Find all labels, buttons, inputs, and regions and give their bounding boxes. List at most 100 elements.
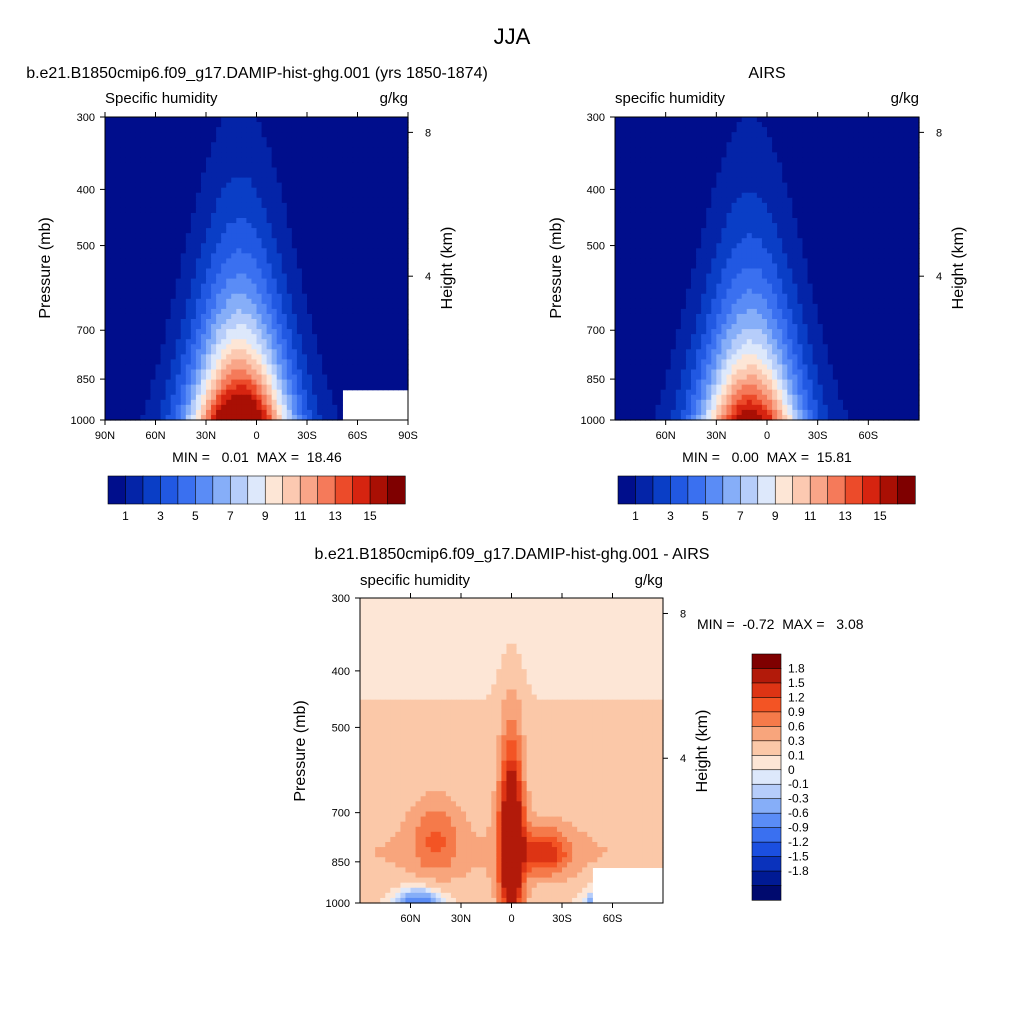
- field-cell: [670, 117, 677, 123]
- field-cell: [908, 152, 915, 158]
- field-cell: [231, 162, 237, 169]
- field-cell: [680, 157, 687, 164]
- field-cell: [347, 268, 354, 275]
- field-cell: [898, 223, 905, 229]
- field-cell: [670, 202, 677, 209]
- field-cell: [120, 354, 126, 360]
- field-cell: [246, 303, 253, 310]
- field-cell: [878, 192, 885, 199]
- field-cell: [625, 202, 631, 209]
- field-cell: [206, 288, 212, 295]
- field-cell: [387, 147, 394, 153]
- field-cell: [761, 212, 768, 219]
- field-cell: [660, 137, 667, 143]
- field-cell: [635, 197, 641, 204]
- field-cell: [716, 117, 722, 123]
- field-cell: [206, 218, 212, 224]
- field-cell: [185, 404, 192, 411]
- field-cell: [120, 273, 126, 280]
- field-cell: [392, 137, 399, 143]
- field-cell: [337, 308, 343, 315]
- field-cell: [155, 399, 162, 406]
- field-cell: [342, 324, 348, 330]
- field-cell: [246, 202, 253, 209]
- field-cell: [387, 202, 394, 209]
- field-cell: [256, 167, 263, 174]
- field-cell: [655, 207, 662, 214]
- field-cell: [105, 293, 111, 300]
- field-cell: [367, 117, 374, 123]
- field-cell: [660, 182, 667, 189]
- field-cell: [276, 253, 283, 259]
- field-cell: [782, 228, 788, 234]
- field-cell: [367, 177, 374, 184]
- field-cell: [716, 187, 722, 194]
- field-cell: [216, 364, 222, 371]
- field-cell: [241, 288, 247, 295]
- field-cell: [357, 182, 364, 189]
- field-cell: [236, 374, 242, 381]
- field-cell: [170, 258, 177, 265]
- field-cell: [241, 268, 247, 275]
- field-cell: [296, 233, 303, 239]
- field-cell: [792, 228, 798, 234]
- field-cell: [175, 223, 182, 229]
- field-cell: [165, 364, 172, 371]
- field-cell: [387, 192, 394, 199]
- field-cell: [332, 349, 338, 355]
- field-cell: [216, 283, 222, 290]
- field-cell: [211, 339, 217, 345]
- field-cell: [307, 182, 313, 189]
- field-cell: [170, 278, 177, 285]
- field-cell: [246, 117, 253, 123]
- field-cell: [837, 223, 844, 229]
- field-cell: [307, 207, 313, 214]
- field-cell: [180, 137, 187, 143]
- field-cell: [251, 122, 258, 128]
- field-cell: [286, 243, 293, 249]
- field-cell: [377, 344, 384, 350]
- field-cell: [392, 248, 399, 254]
- field-cell: [397, 349, 404, 355]
- field-cell: [812, 117, 819, 123]
- field-cell: [236, 389, 242, 396]
- field-cell: [307, 202, 313, 209]
- field-cell: [397, 359, 404, 366]
- field-cell: [291, 283, 298, 290]
- field-cell: [332, 293, 338, 300]
- field-cell: [185, 218, 192, 224]
- field-cell: [868, 182, 874, 189]
- field-cell: [251, 293, 258, 300]
- field-cell: [792, 152, 798, 158]
- field-cell: [291, 344, 298, 350]
- field-cell: [367, 187, 374, 194]
- field-cell: [266, 359, 273, 366]
- field-cell: [858, 182, 864, 189]
- field-cell: [357, 303, 364, 310]
- field-cell: [327, 329, 333, 335]
- field-cell: [787, 212, 793, 219]
- field-cell: [307, 187, 313, 194]
- field-cell: [231, 409, 237, 416]
- field-cell: [878, 132, 885, 138]
- field-cell: [251, 177, 258, 184]
- field-cell: [130, 207, 136, 214]
- field-cell: [792, 197, 798, 204]
- colorbar-box: [334, 475, 354, 505]
- field-cell: [873, 167, 880, 174]
- field-cell: [206, 374, 212, 381]
- field-cell: [165, 379, 172, 386]
- field-cell: [226, 127, 232, 133]
- field-cell: [200, 258, 207, 265]
- field-cell: [327, 122, 333, 128]
- field-cell: [221, 258, 227, 265]
- field-cell: [296, 354, 303, 360]
- field-cell: [301, 167, 308, 174]
- field-cell: [792, 162, 798, 169]
- field-cell: [706, 207, 712, 214]
- field-cell: [160, 324, 167, 330]
- field-cell: [665, 142, 672, 148]
- field-cell: [185, 182, 192, 189]
- field-cell: [135, 238, 141, 244]
